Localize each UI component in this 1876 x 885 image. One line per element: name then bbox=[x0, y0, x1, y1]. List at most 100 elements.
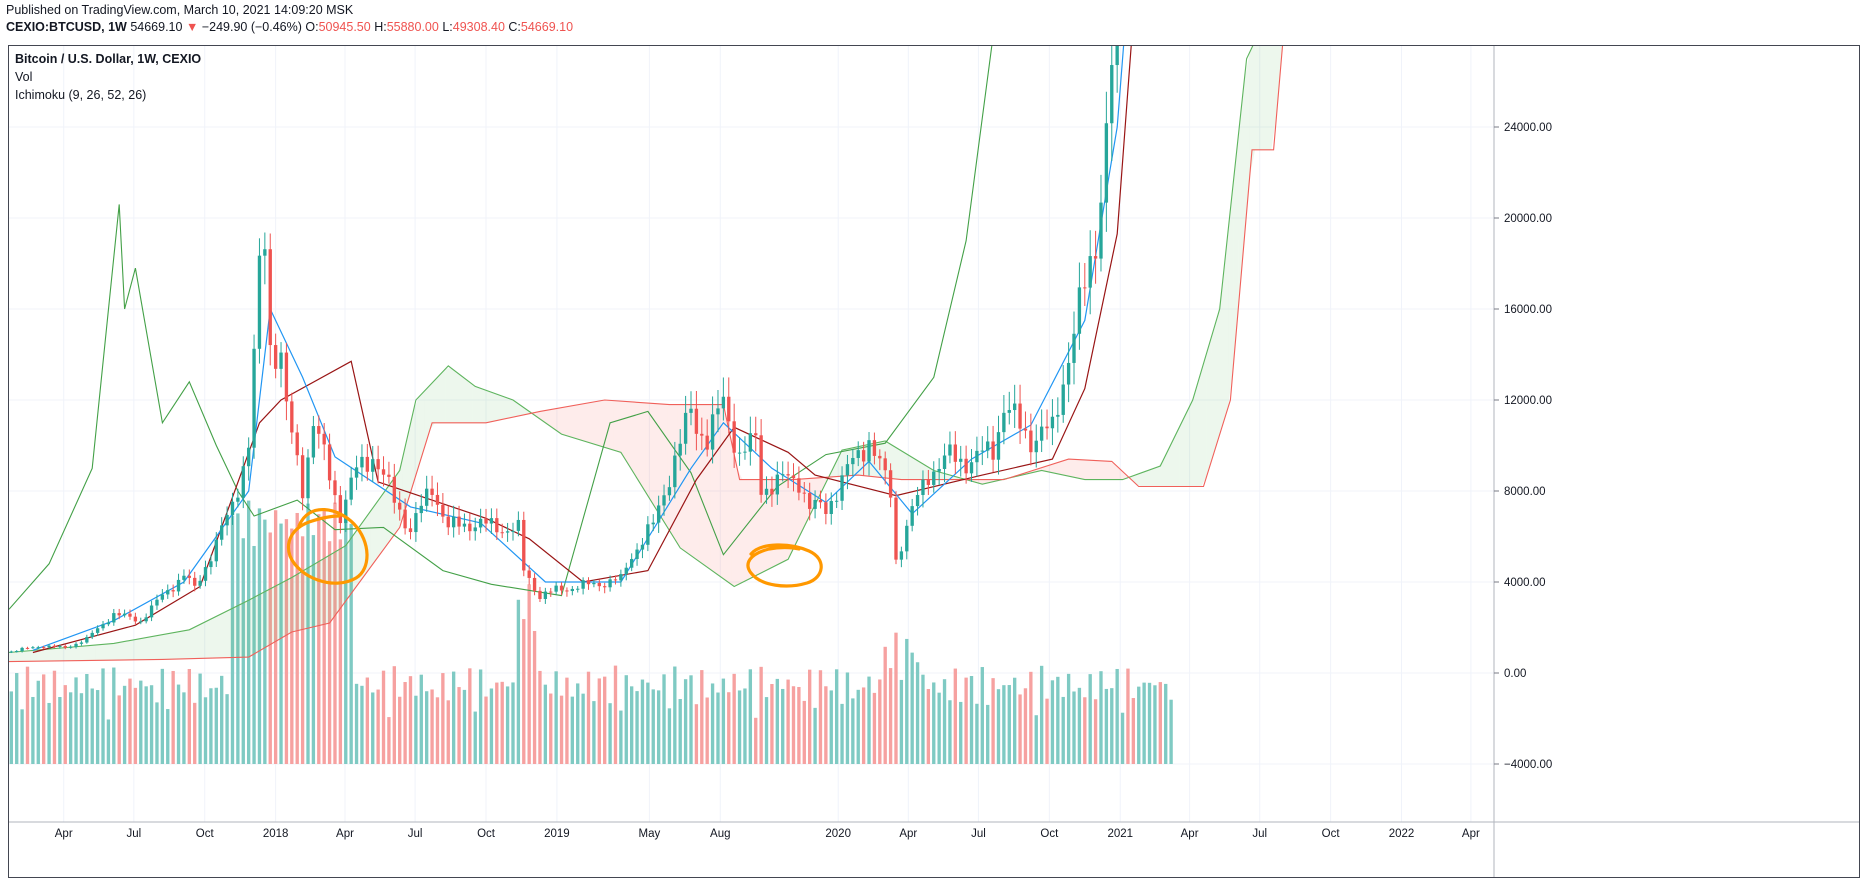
candle bbox=[802, 481, 806, 503]
candle-body bbox=[1034, 440, 1038, 453]
volume-bar bbox=[1083, 697, 1087, 764]
volume-bar bbox=[182, 692, 186, 764]
cloud-segment bbox=[483, 389, 490, 423]
candle-body bbox=[915, 494, 920, 507]
high-label: H: bbox=[374, 20, 387, 34]
candle-body bbox=[392, 476, 396, 503]
cloud-segment bbox=[100, 644, 107, 661]
cloud-segment bbox=[559, 407, 565, 436]
candle-body bbox=[1066, 362, 1071, 385]
volume-bar bbox=[246, 500, 251, 764]
cloud-segment bbox=[127, 639, 134, 660]
candle-body bbox=[603, 586, 607, 588]
volume-bar bbox=[516, 599, 521, 764]
cloud-segment bbox=[435, 374, 441, 423]
volume-bar bbox=[1088, 674, 1092, 764]
candle bbox=[371, 445, 375, 482]
volume-bar bbox=[25, 666, 30, 764]
volume-bar bbox=[565, 677, 569, 764]
candle bbox=[246, 437, 251, 481]
volume-bar bbox=[1077, 687, 1082, 764]
candle bbox=[446, 505, 450, 536]
candle-body bbox=[1110, 65, 1114, 124]
candle-body bbox=[209, 561, 213, 568]
volume-bar bbox=[79, 693, 84, 764]
cloud-segment bbox=[95, 644, 101, 661]
candle-body bbox=[635, 549, 639, 559]
cloud-segment bbox=[1044, 465, 1051, 473]
cloud-segment bbox=[753, 479, 759, 577]
cloud-segment bbox=[1093, 460, 1099, 480]
candle bbox=[732, 403, 736, 468]
candle bbox=[160, 589, 165, 603]
cloud-segment bbox=[839, 449, 846, 477]
volume-bar bbox=[90, 688, 94, 764]
volume-bar bbox=[1012, 677, 1017, 764]
candle-body bbox=[538, 590, 542, 599]
candle-body bbox=[624, 567, 628, 575]
cloud-segment bbox=[1141, 470, 1148, 487]
cloud-segment bbox=[219, 612, 225, 658]
volume-bar bbox=[187, 669, 191, 764]
volume-bar bbox=[705, 697, 709, 764]
volume-bar bbox=[986, 704, 990, 764]
candle-body bbox=[128, 613, 132, 617]
candle bbox=[910, 498, 914, 532]
cloud-segment bbox=[634, 402, 641, 484]
candle-layer bbox=[9, 46, 1119, 654]
chart-frame[interactable]: 64000.0060000.0056000.0052000.0048000.00… bbox=[8, 45, 1860, 878]
candle bbox=[613, 575, 618, 585]
candle bbox=[840, 466, 844, 510]
time-tick-label: 2022 bbox=[1389, 828, 1415, 840]
candle bbox=[225, 506, 229, 536]
cloud-segment bbox=[613, 400, 619, 452]
candle-body bbox=[845, 464, 850, 476]
volume-bar bbox=[921, 674, 925, 764]
candle bbox=[980, 436, 984, 466]
candle-body bbox=[360, 456, 364, 468]
cloud-segment bbox=[73, 646, 80, 661]
candle-body bbox=[500, 532, 504, 534]
candle-body bbox=[176, 579, 181, 592]
volume-bar bbox=[230, 515, 235, 764]
cloud-segment bbox=[208, 617, 214, 659]
volume-bar bbox=[500, 681, 504, 764]
down-arrow-icon: ▼ bbox=[185, 20, 199, 34]
cloud-segment bbox=[418, 391, 425, 466]
volume-bar bbox=[678, 699, 682, 764]
volume-bar bbox=[112, 667, 116, 764]
cloud-segment bbox=[688, 404, 695, 558]
cloud-segment bbox=[553, 407, 560, 433]
candle-body bbox=[829, 500, 833, 514]
legend-volume[interactable]: Vol bbox=[15, 70, 33, 84]
volume-bar bbox=[759, 666, 763, 764]
volume-bar bbox=[95, 690, 100, 764]
cloud-segment bbox=[1066, 459, 1072, 477]
volume-bar bbox=[381, 670, 386, 764]
candle bbox=[964, 445, 968, 484]
candle-body bbox=[1029, 430, 1033, 453]
candle-body bbox=[975, 450, 979, 463]
candle bbox=[678, 429, 682, 471]
legend-ichimoku[interactable]: Ichimoku (9, 26, 52, 26) bbox=[15, 88, 147, 102]
candle bbox=[667, 475, 672, 501]
volume-bar bbox=[241, 538, 245, 764]
legend-main-series[interactable]: Bitcoin / U.S. Dollar, 1W, CEXIO bbox=[15, 52, 202, 66]
close-value: 54669.10 bbox=[520, 20, 574, 34]
cloud-segment bbox=[618, 400, 624, 458]
volume-bar bbox=[354, 683, 359, 764]
cloud-segment bbox=[1190, 389, 1196, 487]
cloud-segment bbox=[1260, 46, 1266, 150]
candle bbox=[63, 644, 67, 650]
volume-bar bbox=[646, 682, 650, 764]
volume-bar bbox=[964, 677, 968, 764]
volume-bar bbox=[797, 686, 801, 764]
cloud-segment bbox=[1158, 459, 1164, 487]
cloud-segment bbox=[68, 646, 74, 661]
candle bbox=[176, 573, 181, 596]
candle-body bbox=[813, 499, 817, 509]
price-chart[interactable]: 64000.0060000.0056000.0052000.0048000.00… bbox=[9, 46, 1859, 877]
ichimoku-layer bbox=[9, 46, 1284, 663]
volume-bar bbox=[414, 695, 418, 764]
time-tick-label: Aug bbox=[710, 828, 730, 840]
